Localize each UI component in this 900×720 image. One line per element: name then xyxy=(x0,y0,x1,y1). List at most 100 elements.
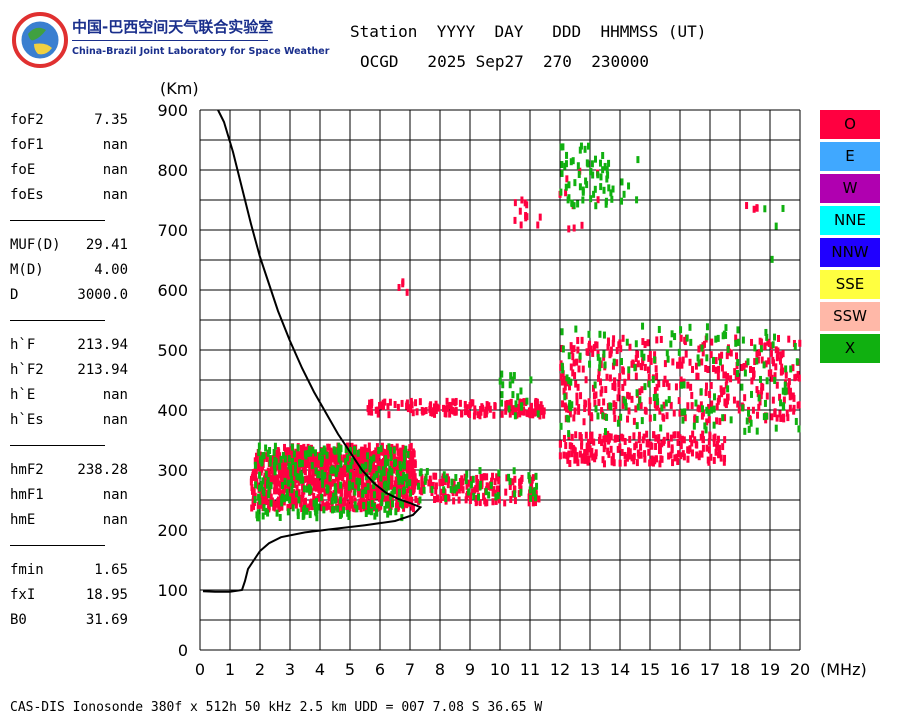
echo-point-o xyxy=(635,459,639,467)
echo-point-o xyxy=(778,410,782,418)
echo-point-o xyxy=(792,404,796,412)
echo-point-o xyxy=(591,384,595,392)
echo-point-o xyxy=(458,399,462,407)
echo-point-o xyxy=(627,373,631,381)
echo-point-x xyxy=(465,470,469,478)
echo-point-x xyxy=(366,501,370,509)
echo-point-o xyxy=(368,503,372,511)
y-tick-label: 600 xyxy=(157,281,188,300)
y-tick-label: 300 xyxy=(157,461,188,480)
echo-point-x xyxy=(750,390,753,398)
echo-point-o xyxy=(308,465,312,473)
echo-point-x xyxy=(700,344,704,352)
echo-point-x xyxy=(564,183,568,191)
profile-curve xyxy=(202,109,423,593)
echo-point-o xyxy=(348,490,352,498)
echo-point-o xyxy=(413,476,417,484)
echo-point-o xyxy=(778,393,782,401)
echo-point-o xyxy=(616,394,620,402)
echo-point-o xyxy=(634,372,638,380)
echo-point-o xyxy=(662,414,666,422)
echo-point-o xyxy=(346,477,350,485)
echo-point-o xyxy=(386,403,390,411)
echo-point-x xyxy=(765,412,769,420)
echo-point-x xyxy=(357,484,361,492)
echo-point-o xyxy=(725,393,729,401)
echo-point-x xyxy=(278,513,282,521)
echo-point-o xyxy=(594,452,598,460)
echo-point-o xyxy=(583,399,587,407)
echo-point-o xyxy=(434,482,438,490)
echo-point-o xyxy=(420,488,424,496)
echo-point-x xyxy=(641,322,645,330)
echo-point-o xyxy=(700,358,704,366)
echo-point-o xyxy=(525,409,529,417)
echo-point-o xyxy=(280,503,284,511)
echo-point-o xyxy=(409,442,413,450)
echo-point-o xyxy=(269,474,273,482)
echo-point-o xyxy=(638,388,642,396)
echo-point-o xyxy=(252,470,256,478)
echo-point-x xyxy=(528,476,532,484)
echo-point-o xyxy=(285,466,289,474)
echo-point-x xyxy=(290,486,294,494)
echo-point-o xyxy=(476,479,480,487)
echo-point-x xyxy=(586,160,590,168)
echo-point-x xyxy=(278,462,282,470)
echo-point-x xyxy=(386,501,390,509)
echo-point-o xyxy=(721,443,725,451)
echo-point-o xyxy=(366,458,370,466)
echo-point-o xyxy=(709,351,713,359)
echo-point-o xyxy=(788,393,792,401)
echo-point-o xyxy=(467,479,471,487)
echo-point-o xyxy=(485,401,489,409)
echo-point-o xyxy=(592,344,596,352)
echo-point-o xyxy=(611,452,615,460)
echo-point-x xyxy=(625,338,629,346)
echo-point-o xyxy=(397,449,401,457)
echo-point-o xyxy=(328,482,332,490)
echo-point-o xyxy=(587,455,591,463)
echo-point-o xyxy=(572,224,576,232)
echo-point-o xyxy=(647,373,651,381)
echo-point-o xyxy=(367,451,371,459)
echo-point-o xyxy=(275,487,279,495)
echo-point-x xyxy=(349,462,353,470)
echo-point-o xyxy=(433,495,437,503)
echo-point-o xyxy=(482,492,486,500)
echo-point-o xyxy=(787,382,791,390)
echo-point-o xyxy=(677,450,681,458)
echo-point-o xyxy=(376,457,380,465)
echo-point-x xyxy=(635,422,639,430)
echo-point-x xyxy=(636,156,640,164)
echo-point-x xyxy=(303,450,307,458)
echo-point-o xyxy=(570,450,574,458)
echo-point-x xyxy=(789,365,793,373)
echo-point-o xyxy=(565,452,569,460)
echo-point-o xyxy=(303,463,307,471)
echo-point-o xyxy=(637,431,641,439)
echo-point-o xyxy=(251,495,255,503)
echo-point-o xyxy=(511,478,515,486)
echo-point-o xyxy=(442,404,446,412)
echo-point-o xyxy=(658,460,662,468)
echo-point-o xyxy=(563,383,567,391)
echo-point-o xyxy=(533,409,537,417)
echo-point-x xyxy=(660,404,664,412)
echo-point-o xyxy=(303,468,307,476)
echo-point-x xyxy=(325,451,329,459)
echo-point-o xyxy=(697,345,701,353)
echo-point-x xyxy=(387,471,391,479)
echo-point-x xyxy=(269,482,273,490)
echo-point-x xyxy=(773,376,777,384)
y-tick-label: 500 xyxy=(157,341,188,360)
echo-point-o xyxy=(407,466,411,474)
echo-point-o xyxy=(645,430,649,438)
echo-point-o xyxy=(325,456,329,464)
echo-point-x xyxy=(381,492,385,500)
echo-point-o xyxy=(379,465,383,473)
echo-point-o xyxy=(322,468,326,476)
echo-point-o xyxy=(681,450,685,458)
echo-point-o xyxy=(420,406,424,414)
echo-point-o xyxy=(466,409,470,417)
